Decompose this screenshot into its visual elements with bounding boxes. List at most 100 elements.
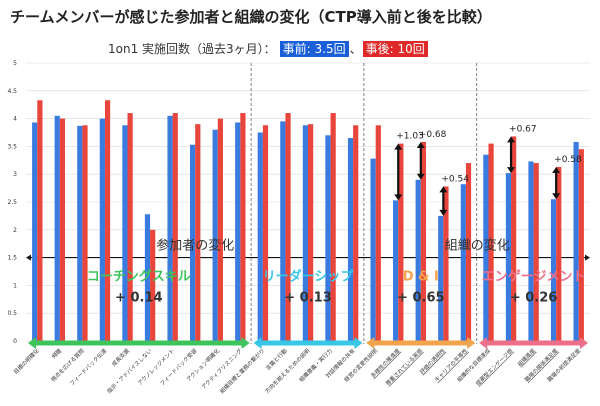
diff-arrowhead-up xyxy=(552,166,561,173)
after-legend-badge: 事後: 10回 xyxy=(362,41,428,57)
bar-after xyxy=(217,118,223,341)
bar-before xyxy=(302,125,308,341)
bar-before xyxy=(32,122,38,341)
bar-after xyxy=(127,113,133,341)
diff-arrowhead-up xyxy=(507,136,516,143)
group-label: エンゲージメント xyxy=(482,269,586,285)
group-arrowhead-left xyxy=(28,337,36,349)
diff-arrowhead-up xyxy=(416,141,425,148)
bar-before xyxy=(54,115,60,341)
y-tick-label: 2.5 xyxy=(7,199,17,206)
chart-title: チームメンバーが感じた参加者と組織の変化（CTP導入前と後を比較） xyxy=(10,8,492,26)
section-label: 参加者の変化 xyxy=(156,238,234,254)
bar-before xyxy=(460,184,466,341)
bar-after xyxy=(150,229,156,341)
x-category-label: 提案型エンゲージ感 xyxy=(474,346,515,387)
bar-before xyxy=(212,129,218,341)
bar-after xyxy=(262,125,269,341)
x-category-label: フィードバック受容 xyxy=(158,346,199,387)
bar-after xyxy=(285,113,291,341)
x-category-label: 組織風度 xyxy=(516,346,538,368)
subtitle-text: 1on1 実施回数（過去3ヶ月）： xyxy=(108,42,276,56)
chart-subtitle: 1on1 実施回数（過去3ヶ月）： 事前: 3.5回、事後: 10回 xyxy=(108,40,428,57)
bar-after xyxy=(37,100,43,341)
bar-after xyxy=(511,136,517,341)
bar-before xyxy=(528,161,534,341)
diff-label: +0.58 xyxy=(554,155,582,165)
group-arrowhead-right xyxy=(241,337,250,349)
x-category-label: 成長支援 xyxy=(110,346,132,368)
diff-arrowhead-down xyxy=(439,209,448,216)
bar-before xyxy=(235,122,241,341)
bar-before xyxy=(122,125,128,341)
y-tick-label: 0 xyxy=(13,338,17,345)
group-arrow-shaft xyxy=(372,340,470,346)
legend-separator: 、 xyxy=(349,42,362,56)
diff-arrowhead-down xyxy=(416,173,425,180)
y-tick-label: 5 xyxy=(13,60,17,67)
y-tick-label: 1.5 xyxy=(7,255,17,262)
y-tick-label: 0.5 xyxy=(7,310,17,317)
bar-after xyxy=(172,113,178,341)
bar-after xyxy=(104,100,111,341)
group-arrowhead-right xyxy=(580,337,588,349)
group-arrowhead-left xyxy=(479,337,488,349)
bar-before xyxy=(573,141,579,341)
bar-after xyxy=(353,125,359,341)
group-label: コーチングスキル xyxy=(87,269,191,285)
group-delta: + 0.65 xyxy=(397,291,445,306)
bar-after xyxy=(330,113,336,341)
group-arrowhead-left xyxy=(253,337,262,349)
x-category-label: 尊重されている実感 xyxy=(384,346,425,387)
group-arrow-shaft xyxy=(485,340,582,346)
bar-after xyxy=(465,163,472,341)
y-tick-label: 2 xyxy=(13,227,17,234)
section-label: 組織の変化 xyxy=(445,238,510,254)
bar-before xyxy=(438,215,444,341)
group-arrowhead-right xyxy=(467,337,476,349)
y-tick-label: 3 xyxy=(13,171,17,178)
divider-arrowhead-left xyxy=(26,254,31,261)
group-arrow-shaft xyxy=(34,340,244,346)
diff-arrowhead-up xyxy=(394,143,403,150)
y-tick-label: 4.5 xyxy=(7,88,17,95)
y-tick-label: 4 xyxy=(13,116,17,123)
bar-after xyxy=(556,166,562,341)
bar-before xyxy=(325,135,331,341)
group-label: リーダーシップ xyxy=(263,269,355,285)
bar-after xyxy=(240,113,246,341)
group-arrowhead-right xyxy=(354,337,363,349)
group-label: D & I xyxy=(403,270,439,285)
diff-label: +0.54 xyxy=(441,174,469,184)
x-category-label: 傾聴 xyxy=(50,346,64,360)
bar-before xyxy=(347,138,354,341)
bar-after xyxy=(195,124,201,341)
bar-before xyxy=(167,115,173,341)
x-category-label: 言葉と行動 xyxy=(264,346,289,371)
diff-arrowhead-down xyxy=(507,167,516,174)
before-legend-badge: 事前: 3.5回 xyxy=(279,41,349,57)
bar-before xyxy=(190,144,196,341)
bar-after xyxy=(533,163,539,341)
bar-after xyxy=(82,125,88,341)
x-category-label: アクノレッジメント xyxy=(137,347,177,387)
x-category-label: アクティブリスニング xyxy=(200,346,244,390)
bar-after xyxy=(375,125,381,341)
bar-before xyxy=(550,199,557,341)
bar-after xyxy=(420,141,426,341)
diff-label: +1.03 xyxy=(396,132,424,142)
bar-after xyxy=(488,143,494,341)
group-delta: + 0.14 xyxy=(115,291,163,306)
diff-arrowhead-down xyxy=(552,193,561,200)
bar-after xyxy=(308,124,314,341)
group-arrowhead-left xyxy=(366,337,375,349)
bar-before xyxy=(483,154,489,341)
y-tick-label: 3.5 xyxy=(7,143,17,150)
bar-before xyxy=(370,158,376,341)
group-arrow-shaft xyxy=(259,340,357,346)
group-delta: + 0.26 xyxy=(510,291,558,306)
bar-after xyxy=(443,186,449,341)
x-category-label: 目標の明確化 xyxy=(12,346,41,375)
divider-arrowhead-right xyxy=(585,254,590,261)
